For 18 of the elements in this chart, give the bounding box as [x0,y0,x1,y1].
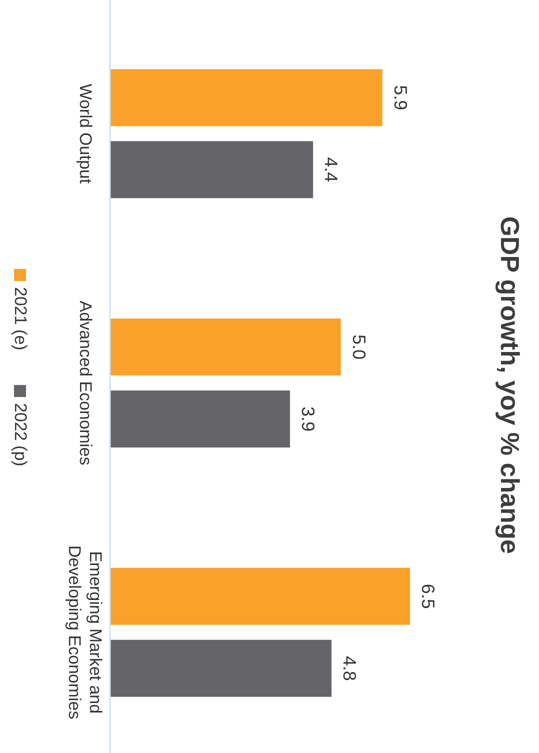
y-tick-label: Emerging Market and Developing Economies [65,545,105,720]
bar [110,318,341,376]
legend-label: 2022 (p) [11,403,30,466]
text: GDP growth, yoy % change [495,216,525,554]
y-tick-label: Advanced Economies [76,300,95,466]
legend-label: 2021 (e) [11,287,30,350]
bar [110,568,410,625]
data-label: 4.8 [340,656,360,681]
data-label: 6.5 [418,584,438,609]
data-label: 5.9 [390,85,410,110]
y-tick-label: World Output [76,84,95,184]
data-label: 4.4 [321,157,342,182]
data-label: 5.0 [348,334,369,360]
bar [110,390,290,448]
bar [110,640,332,697]
bar [110,141,314,198]
bar [110,69,382,126]
data-label: 3.9 [298,406,318,432]
